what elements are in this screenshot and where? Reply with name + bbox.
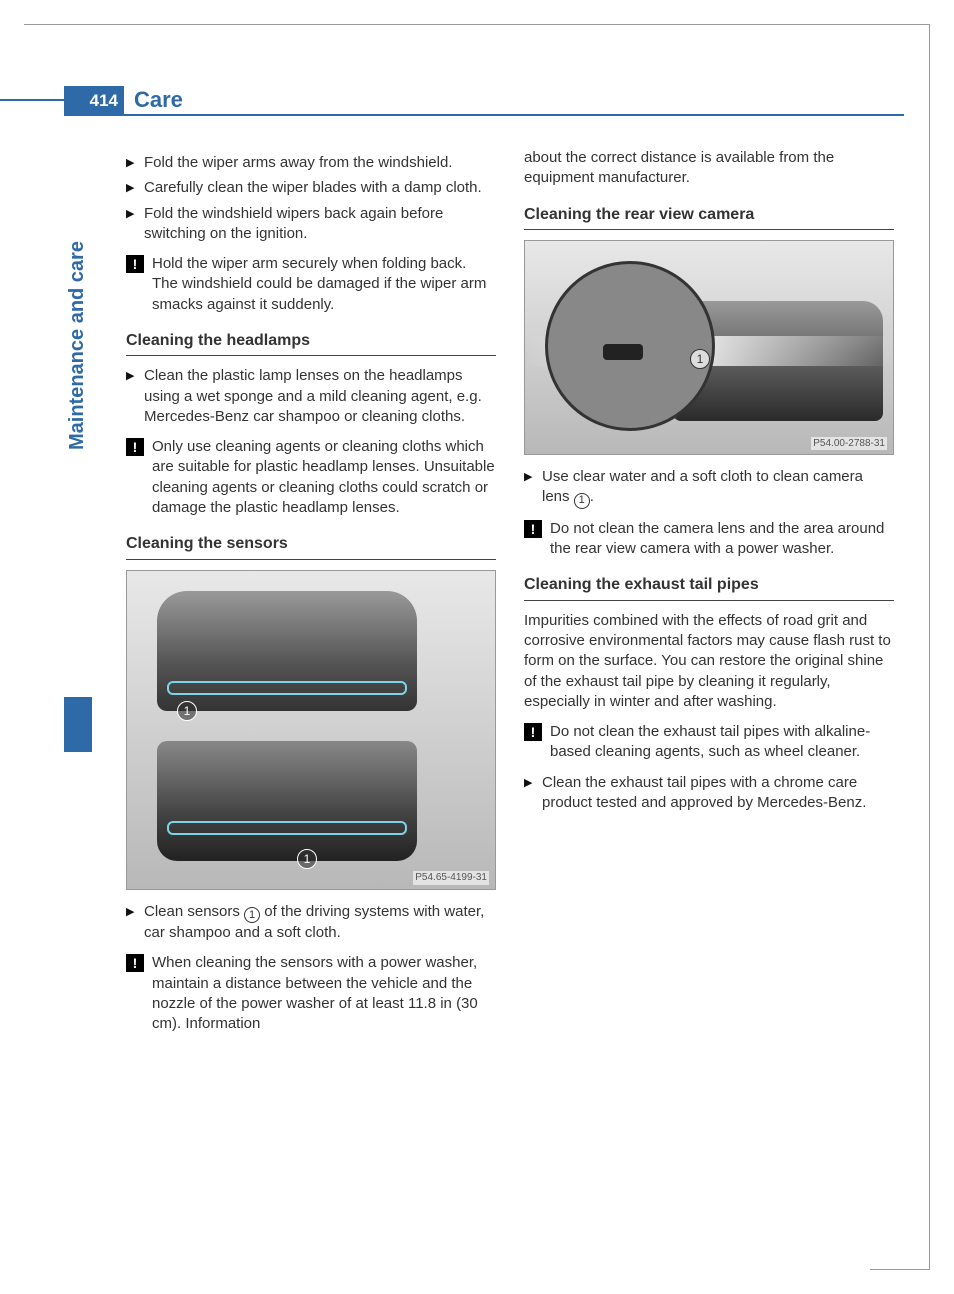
figure-sensors: 1 1 P54.65-4199-31 bbox=[126, 570, 496, 890]
carry-over-text: about the correct distance is available … bbox=[524, 148, 894, 189]
step-item: ▶ Use clear water and a soft cloth to cl… bbox=[524, 467, 894, 509]
subheading-camera: Cleaning the rear view camera bbox=[524, 204, 894, 231]
triangle-bullet-icon: ▶ bbox=[126, 178, 138, 198]
sensor-strip-rear bbox=[167, 821, 407, 835]
section-tab: Maintenance and care bbox=[64, 190, 91, 450]
callout-ref: 1 bbox=[244, 907, 260, 923]
figure-id: P54.00-2788-31 bbox=[811, 437, 887, 451]
column-right: about the correct distance is available … bbox=[524, 148, 894, 1044]
step-text: Carefully clean the wiper blades with a … bbox=[144, 178, 496, 198]
triangle-bullet-icon: ▶ bbox=[524, 773, 536, 814]
step-item: ▶ Fold the wiper arms away from the wind… bbox=[126, 153, 496, 173]
subheading-exhaust: Cleaning the exhaust tail pipes bbox=[524, 574, 894, 601]
step-item: ▶ Carefully clean the wiper blades with … bbox=[126, 178, 496, 198]
caution-text: Hold the wiper arm securely when folding… bbox=[152, 254, 496, 315]
step-item: ▶ Clean sensors 1 of the driving systems… bbox=[126, 902, 496, 944]
chapter-title: Care bbox=[124, 86, 904, 116]
caution-icon: ! bbox=[126, 954, 144, 972]
triangle-bullet-icon: ▶ bbox=[126, 902, 138, 944]
caution-note: ! When cleaning the sensors with a power… bbox=[126, 953, 496, 1034]
step-text: Clean the exhaust tail pipes with a chro… bbox=[542, 773, 894, 814]
callout-marker: 1 bbox=[297, 849, 317, 869]
triangle-bullet-icon: ▶ bbox=[126, 153, 138, 173]
step-text: Clean the plastic lamp lenses on the hea… bbox=[144, 366, 496, 427]
callout-ref: 1 bbox=[574, 493, 590, 509]
triangle-bullet-icon: ▶ bbox=[126, 204, 138, 245]
sensor-strip-front bbox=[167, 681, 407, 695]
caution-note: ! Only use cleaning agents or cleaning c… bbox=[126, 437, 496, 518]
column-left: ▶ Fold the wiper arms away from the wind… bbox=[126, 148, 496, 1044]
caution-icon: ! bbox=[126, 255, 144, 273]
camera-lens-shape bbox=[603, 344, 643, 360]
step-text: Clean sensors 1 of the driving systems w… bbox=[144, 902, 496, 944]
caution-note: ! Do not clean the exhaust tail pipes wi… bbox=[524, 722, 894, 763]
caution-text: Do not clean the camera lens and the are… bbox=[550, 519, 894, 560]
zoom-circle bbox=[545, 261, 715, 431]
step-item: ▶ Clean the plastic lamp lenses on the h… bbox=[126, 366, 496, 427]
section-tab-block bbox=[64, 697, 92, 752]
step-text: Use clear water and a soft cloth to clea… bbox=[542, 467, 894, 509]
step-item: ▶ Clean the exhaust tail pipes with a ch… bbox=[524, 773, 894, 814]
subheading-headlamps: Cleaning the headlamps bbox=[126, 330, 496, 357]
page-header: 414 Care bbox=[0, 86, 904, 116]
caution-text: Do not clean the exhaust tail pipes with… bbox=[550, 722, 894, 763]
callout-marker: 1 bbox=[690, 349, 710, 369]
figure-camera: 1 P54.00-2788-31 bbox=[524, 240, 894, 455]
caution-icon: ! bbox=[524, 723, 542, 741]
content-area: ▶ Fold the wiper arms away from the wind… bbox=[126, 148, 894, 1044]
triangle-bullet-icon: ▶ bbox=[524, 467, 536, 509]
caution-note: ! Do not clean the camera lens and the a… bbox=[524, 519, 894, 560]
triangle-bullet-icon: ▶ bbox=[126, 366, 138, 427]
callout-marker: 1 bbox=[177, 701, 197, 721]
corner-mark-br bbox=[870, 1210, 930, 1270]
caution-note: ! Hold the wiper arm securely when foldi… bbox=[126, 254, 496, 315]
body-text: Impurities combined with the effects of … bbox=[524, 611, 894, 712]
car-rear-illustration bbox=[157, 741, 417, 861]
figure-id: P54.65-4199-31 bbox=[413, 871, 489, 885]
subheading-sensors: Cleaning the sensors bbox=[126, 533, 496, 560]
caution-text: Only use cleaning agents or cleaning clo… bbox=[152, 437, 496, 518]
step-text: Fold the wiper arms away from the windsh… bbox=[144, 153, 496, 173]
caution-icon: ! bbox=[126, 438, 144, 456]
page-number: 414 bbox=[64, 86, 124, 116]
header-rule-left bbox=[0, 86, 64, 101]
step-item: ▶ Fold the windshield wipers back again … bbox=[126, 204, 496, 245]
caution-text: When cleaning the sensors with a power w… bbox=[152, 953, 496, 1034]
step-text: Fold the windshield wipers back again be… bbox=[144, 204, 496, 245]
caution-icon: ! bbox=[524, 520, 542, 538]
